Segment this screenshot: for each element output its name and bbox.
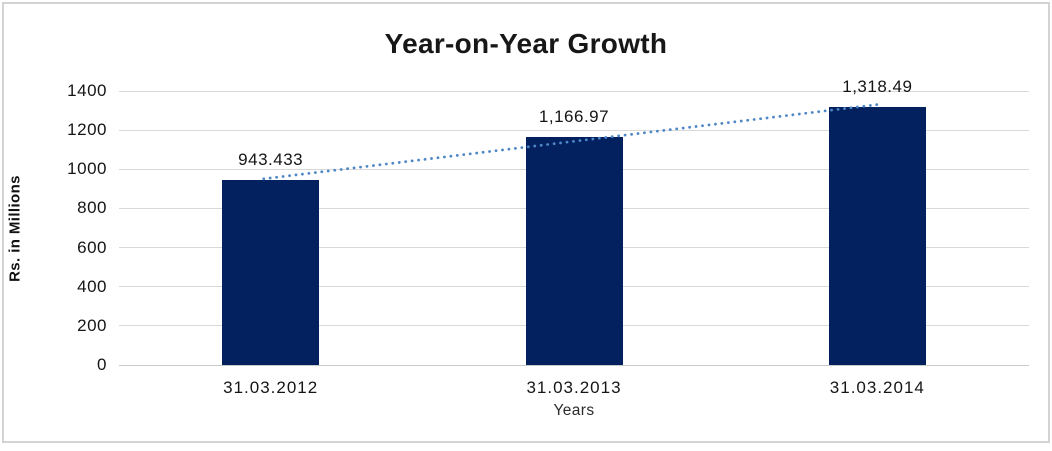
bar — [828, 106, 926, 365]
y-axis-tick-label: 0 — [97, 355, 107, 374]
y-axis-tick-label: 1400 — [67, 81, 107, 100]
value-label: 1,318.49 — [842, 76, 913, 96]
bar — [222, 180, 320, 365]
plot-area: 0 200 400 600 800 1000 1200 1400 943.433 31.03.20… — [67, 77, 1029, 397]
y-axis-tick-label: 800 — [77, 198, 107, 218]
y-axis-title: Rs. in Millions — [6, 175, 24, 282]
y-axis-tick-label: 1200 — [67, 120, 107, 140]
chart-frame: Year-on-Year Growth Rs. in Millions 0 200… — [2, 2, 1050, 443]
value-label: 943.433 — [238, 150, 304, 170]
chart-title: Year-on-Year Growth — [384, 28, 668, 59]
x-axis-line — [119, 365, 1029, 366]
y-axis-tick-label: 1000 — [67, 159, 107, 179]
gridline — [119, 130, 1029, 131]
value-label: 1,166.97 — [538, 106, 610, 126]
y-axis-tick-label: 400 — [77, 276, 107, 296]
x-axis-title: Years — [553, 402, 595, 419]
x-axis-tick-label: 31.03.2013 — [526, 378, 622, 397]
y-axis-tick-label: 600 — [77, 237, 107, 257]
gridline — [119, 91, 1029, 92]
x-axis-tick-label: 31.03.2014 — [829, 378, 925, 397]
trendline — [262, 103, 879, 181]
bar — [525, 136, 623, 365]
x-axis-tick-label: 31.03.2012 — [223, 378, 319, 397]
y-axis-tick-label: 200 — [77, 315, 107, 335]
